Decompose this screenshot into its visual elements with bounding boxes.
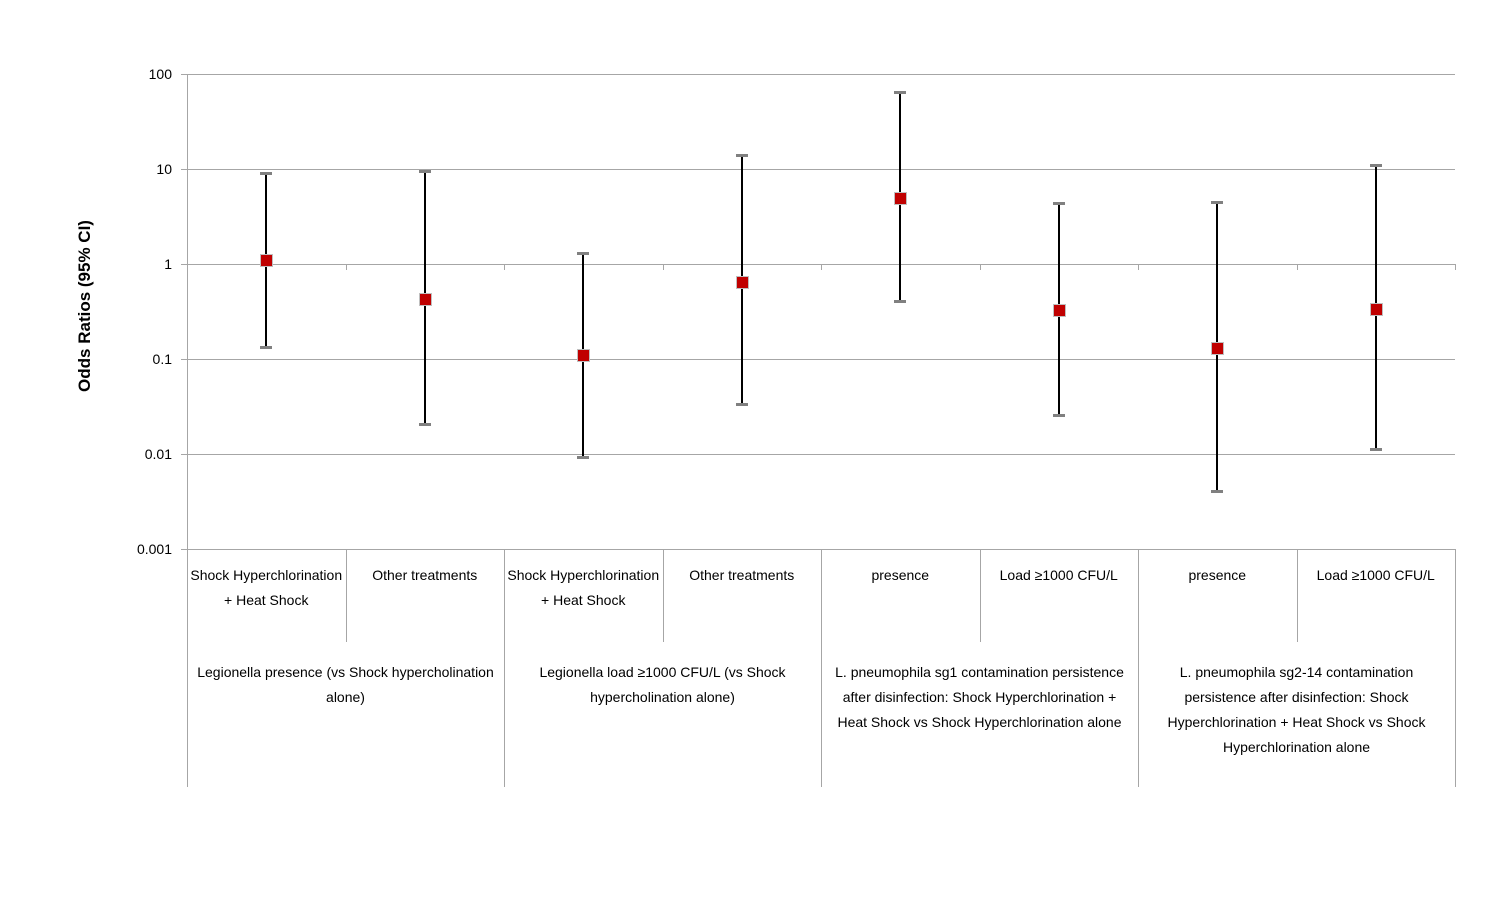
error-bar-cap-bottom bbox=[577, 456, 589, 460]
error-bar-cap-bottom bbox=[1053, 414, 1065, 418]
y-tick-label: 10 bbox=[156, 161, 172, 177]
x-axis-tick bbox=[187, 264, 188, 270]
category-label: Other treatments bbox=[689, 567, 795, 583]
category-label: Other treatments bbox=[372, 567, 478, 583]
odds-ratio-marker bbox=[736, 275, 749, 289]
group-separator bbox=[1455, 549, 1456, 787]
error-bar-cap-bottom bbox=[1211, 489, 1223, 493]
odds-ratio-marker bbox=[894, 191, 907, 205]
y-axis-line bbox=[187, 74, 188, 549]
odds-ratio-marker bbox=[1053, 303, 1066, 317]
group-label: Legionella presence (vs Shock hypercholi… bbox=[197, 664, 494, 705]
error-bar-cap-top bbox=[1370, 164, 1382, 168]
x-axis-tick bbox=[1297, 264, 1298, 270]
category-label: Shock Hyperchlorination + Heat Shock bbox=[507, 567, 660, 608]
gridline bbox=[187, 359, 1455, 360]
group-label: Legionella load ≥1000 CFU/L (vs Shock hy… bbox=[539, 664, 786, 705]
error-bar-cap-top bbox=[1053, 201, 1065, 205]
x-axis-tick bbox=[980, 264, 981, 270]
error-bar-cap-bottom bbox=[419, 423, 431, 427]
y-axis-tick bbox=[181, 359, 187, 360]
error-bar-cap-bottom bbox=[1370, 448, 1382, 452]
group-separator bbox=[821, 549, 822, 787]
gridline bbox=[187, 169, 1455, 170]
gridline bbox=[187, 454, 1455, 455]
category-label: Shock Hyperchlorination + Heat Shock bbox=[190, 567, 343, 608]
group-separator bbox=[504, 549, 505, 787]
error-bar-cap-top bbox=[1211, 200, 1223, 204]
group-label: L. pneumophila sg1 contamination persist… bbox=[835, 664, 1124, 730]
y-tick-label: 0.01 bbox=[144, 446, 172, 462]
category-separator bbox=[1297, 549, 1298, 642]
category-label: Load ≥1000 CFU/L bbox=[1316, 567, 1435, 583]
x-axis-tick bbox=[504, 264, 505, 270]
gridline bbox=[187, 74, 1455, 75]
category-separator bbox=[980, 549, 981, 642]
y-axis-tick bbox=[181, 549, 187, 550]
x-axis-tick bbox=[821, 264, 822, 270]
y-axis-tick bbox=[181, 264, 187, 265]
y-tick-label: 0.001 bbox=[136, 541, 172, 557]
group-separator bbox=[187, 549, 188, 787]
y-tick-label: 0.1 bbox=[152, 351, 172, 367]
y-axis-tick bbox=[181, 74, 187, 75]
x-axis-tick bbox=[1455, 264, 1456, 270]
group-label: L. pneumophila sg2-14 contamination pers… bbox=[1167, 664, 1426, 755]
x-axis-tick bbox=[663, 264, 664, 270]
error-bar-cap-top bbox=[419, 170, 431, 174]
odds-ratio-marker bbox=[419, 292, 432, 306]
error-bar-cap-bottom bbox=[894, 299, 906, 303]
odds-ratio-marker bbox=[1211, 342, 1224, 356]
group-separator bbox=[1138, 549, 1139, 787]
y-axis-tick bbox=[181, 169, 187, 170]
x-axis-tick bbox=[346, 264, 347, 270]
category-separator bbox=[663, 549, 664, 642]
y-axis-tick bbox=[181, 454, 187, 455]
error-bar-cap-bottom bbox=[736, 402, 748, 406]
error-bar-cap-top bbox=[736, 154, 748, 158]
error-bar-cap-top bbox=[260, 172, 272, 176]
odds-ratio-marker bbox=[260, 254, 273, 268]
error-bar-cap-top bbox=[894, 90, 906, 94]
category-label: Load ≥1000 CFU/L bbox=[999, 567, 1118, 583]
odds-ratio-marker bbox=[577, 349, 590, 363]
category-label: presence bbox=[1188, 567, 1247, 583]
x-axis-tick bbox=[1138, 264, 1139, 270]
category-separator bbox=[346, 549, 347, 642]
y-tick-label: 1 bbox=[164, 256, 172, 272]
error-bar-cap-top bbox=[577, 252, 589, 256]
y-tick-label: 100 bbox=[148, 66, 172, 82]
error-bar-cap-bottom bbox=[260, 346, 272, 350]
odds-ratio-marker bbox=[1370, 302, 1383, 316]
category-label: presence bbox=[871, 567, 930, 583]
